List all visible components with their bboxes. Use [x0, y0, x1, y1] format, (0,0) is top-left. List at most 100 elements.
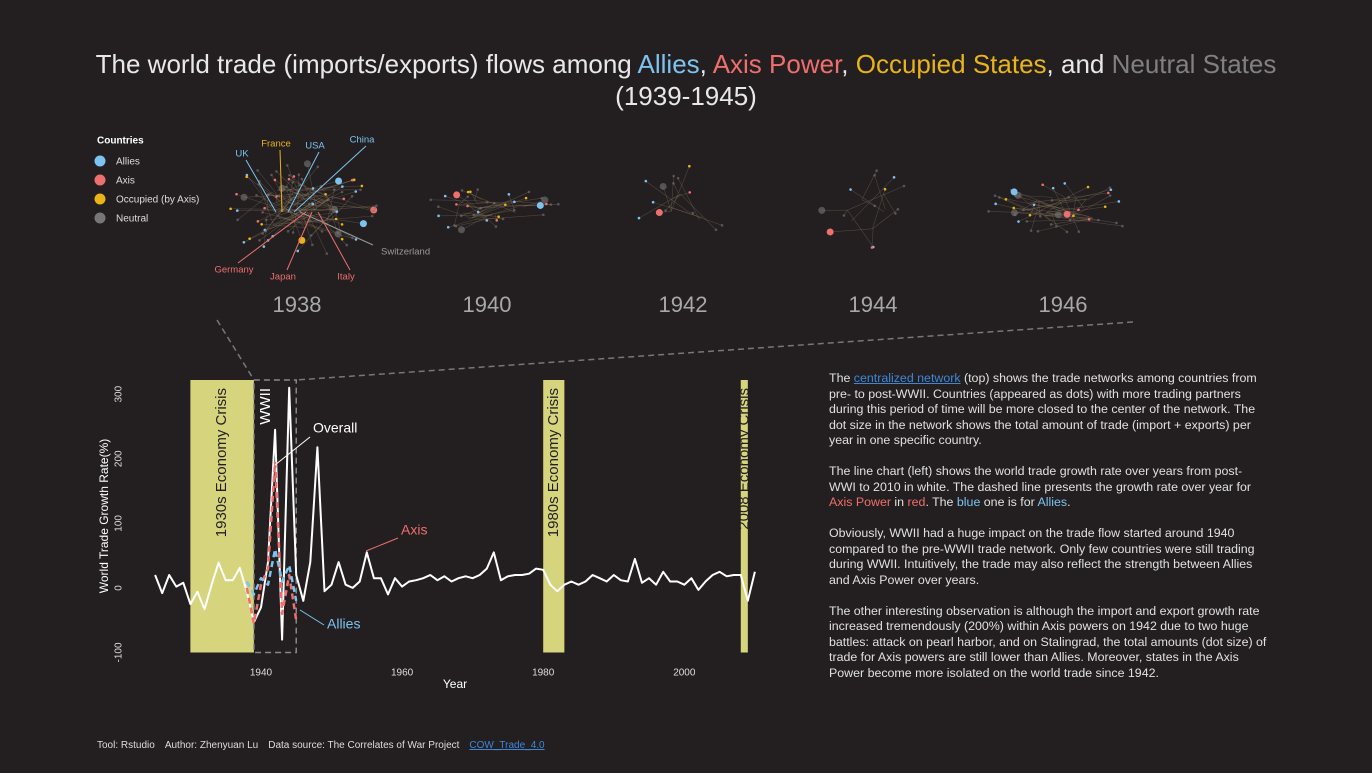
link[interactable]: COW_Trade_4.0: [469, 740, 545, 751]
network-node: [240, 193, 248, 201]
network-node: [235, 192, 238, 196]
text-run: blue: [956, 495, 981, 509]
network-edge: [278, 195, 316, 211]
network-edge: [273, 191, 343, 225]
network-edge: [246, 176, 283, 203]
country-leader: [286, 211, 313, 271]
network: [987, 182, 1124, 234]
network-node: [536, 201, 544, 209]
x-tick-label: 1980: [532, 668, 555, 679]
network-node: [476, 188, 480, 191]
crisis-band: [740, 380, 748, 653]
country-leader: [237, 211, 307, 264]
network-edge: [473, 200, 509, 216]
network-edge: [995, 203, 1026, 211]
network-edge: [465, 202, 487, 221]
network-node: [287, 177, 291, 181]
network-edge: [1038, 186, 1089, 212]
network-edge: [1064, 183, 1085, 209]
network-edge: [1014, 212, 1093, 219]
text-run: .: [1067, 495, 1071, 509]
network-node: [460, 189, 464, 192]
country-label: France: [261, 139, 291, 150]
network-node: [370, 214, 374, 218]
network-node: [1115, 221, 1118, 225]
network-edge: [680, 193, 717, 231]
network-edge: [478, 200, 506, 206]
network-node: [267, 193, 270, 196]
network-node: [261, 211, 264, 214]
network-edge: [1018, 195, 1053, 198]
network-node: [275, 195, 278, 198]
network-node: [316, 165, 320, 169]
network-edge: [456, 194, 483, 212]
description: The centralized network (top) shows the …: [829, 371, 1269, 697]
network-node: [372, 209, 375, 213]
network-edge: [1038, 200, 1041, 217]
network-node: [1067, 195, 1071, 199]
country-label: Switzerland: [381, 247, 430, 258]
network-node: [1121, 224, 1124, 228]
network-edge: [295, 192, 344, 200]
network-edge: [994, 195, 1041, 217]
network-edge: [467, 191, 483, 201]
legend-label: Allies: [116, 157, 140, 168]
country-leader: [279, 149, 283, 213]
network-node: [273, 178, 277, 182]
network-node: [309, 234, 313, 237]
network-node: [443, 194, 447, 198]
network-edge: [277, 191, 356, 216]
band-label: 1980s Economy Crisis: [545, 388, 562, 537]
network-edge: [1075, 195, 1111, 215]
network-edge: [461, 213, 493, 231]
network-node: [325, 252, 329, 256]
network-edge: [874, 175, 886, 210]
network-edge: [237, 209, 316, 211]
network-edge: [1005, 199, 1046, 216]
network-node: [472, 213, 476, 217]
network-node: [298, 183, 302, 187]
link[interactable]: centralized network: [853, 371, 961, 385]
network-node: [1049, 223, 1053, 226]
network-edge: [461, 190, 516, 213]
network-node: [286, 230, 290, 233]
network-node: [894, 212, 897, 215]
network-node: [437, 214, 440, 218]
network-node: [1038, 215, 1042, 218]
network-edge: [445, 195, 478, 209]
network-node: [460, 214, 463, 218]
network-edge: [448, 206, 517, 228]
network-edge: [847, 185, 905, 211]
network-node: [714, 228, 718, 232]
network-node: [637, 216, 641, 220]
network-edge: [462, 212, 499, 218]
network-edge: [287, 182, 293, 204]
network-node: [672, 174, 676, 178]
country-label: Italy: [337, 272, 355, 283]
network-edge: [471, 197, 527, 219]
network-node: [1022, 208, 1025, 212]
network-edge: [286, 190, 292, 200]
network-node: [873, 204, 877, 208]
network-edge: [1013, 207, 1061, 213]
network-node: [676, 176, 680, 180]
country-leader: [287, 151, 320, 213]
network-edge: [1073, 198, 1076, 216]
network-edge: [309, 220, 325, 225]
network-node: [291, 181, 294, 184]
network-year: 1938: [273, 292, 322, 317]
network-year: 1944: [849, 292, 898, 317]
network-node: [354, 238, 358, 241]
network-node: [507, 193, 511, 196]
network: [637, 164, 724, 232]
text-run: Tool: Rstudio: [97, 740, 155, 751]
text-run: in: [890, 495, 908, 509]
network-node: [549, 203, 553, 206]
network-node: [375, 204, 378, 207]
series-leader: [274, 436, 311, 466]
network-node: [896, 207, 900, 211]
network-node: [527, 190, 531, 194]
network-edge: [458, 201, 488, 206]
network-node: [373, 206, 377, 210]
network-node: [350, 194, 354, 198]
